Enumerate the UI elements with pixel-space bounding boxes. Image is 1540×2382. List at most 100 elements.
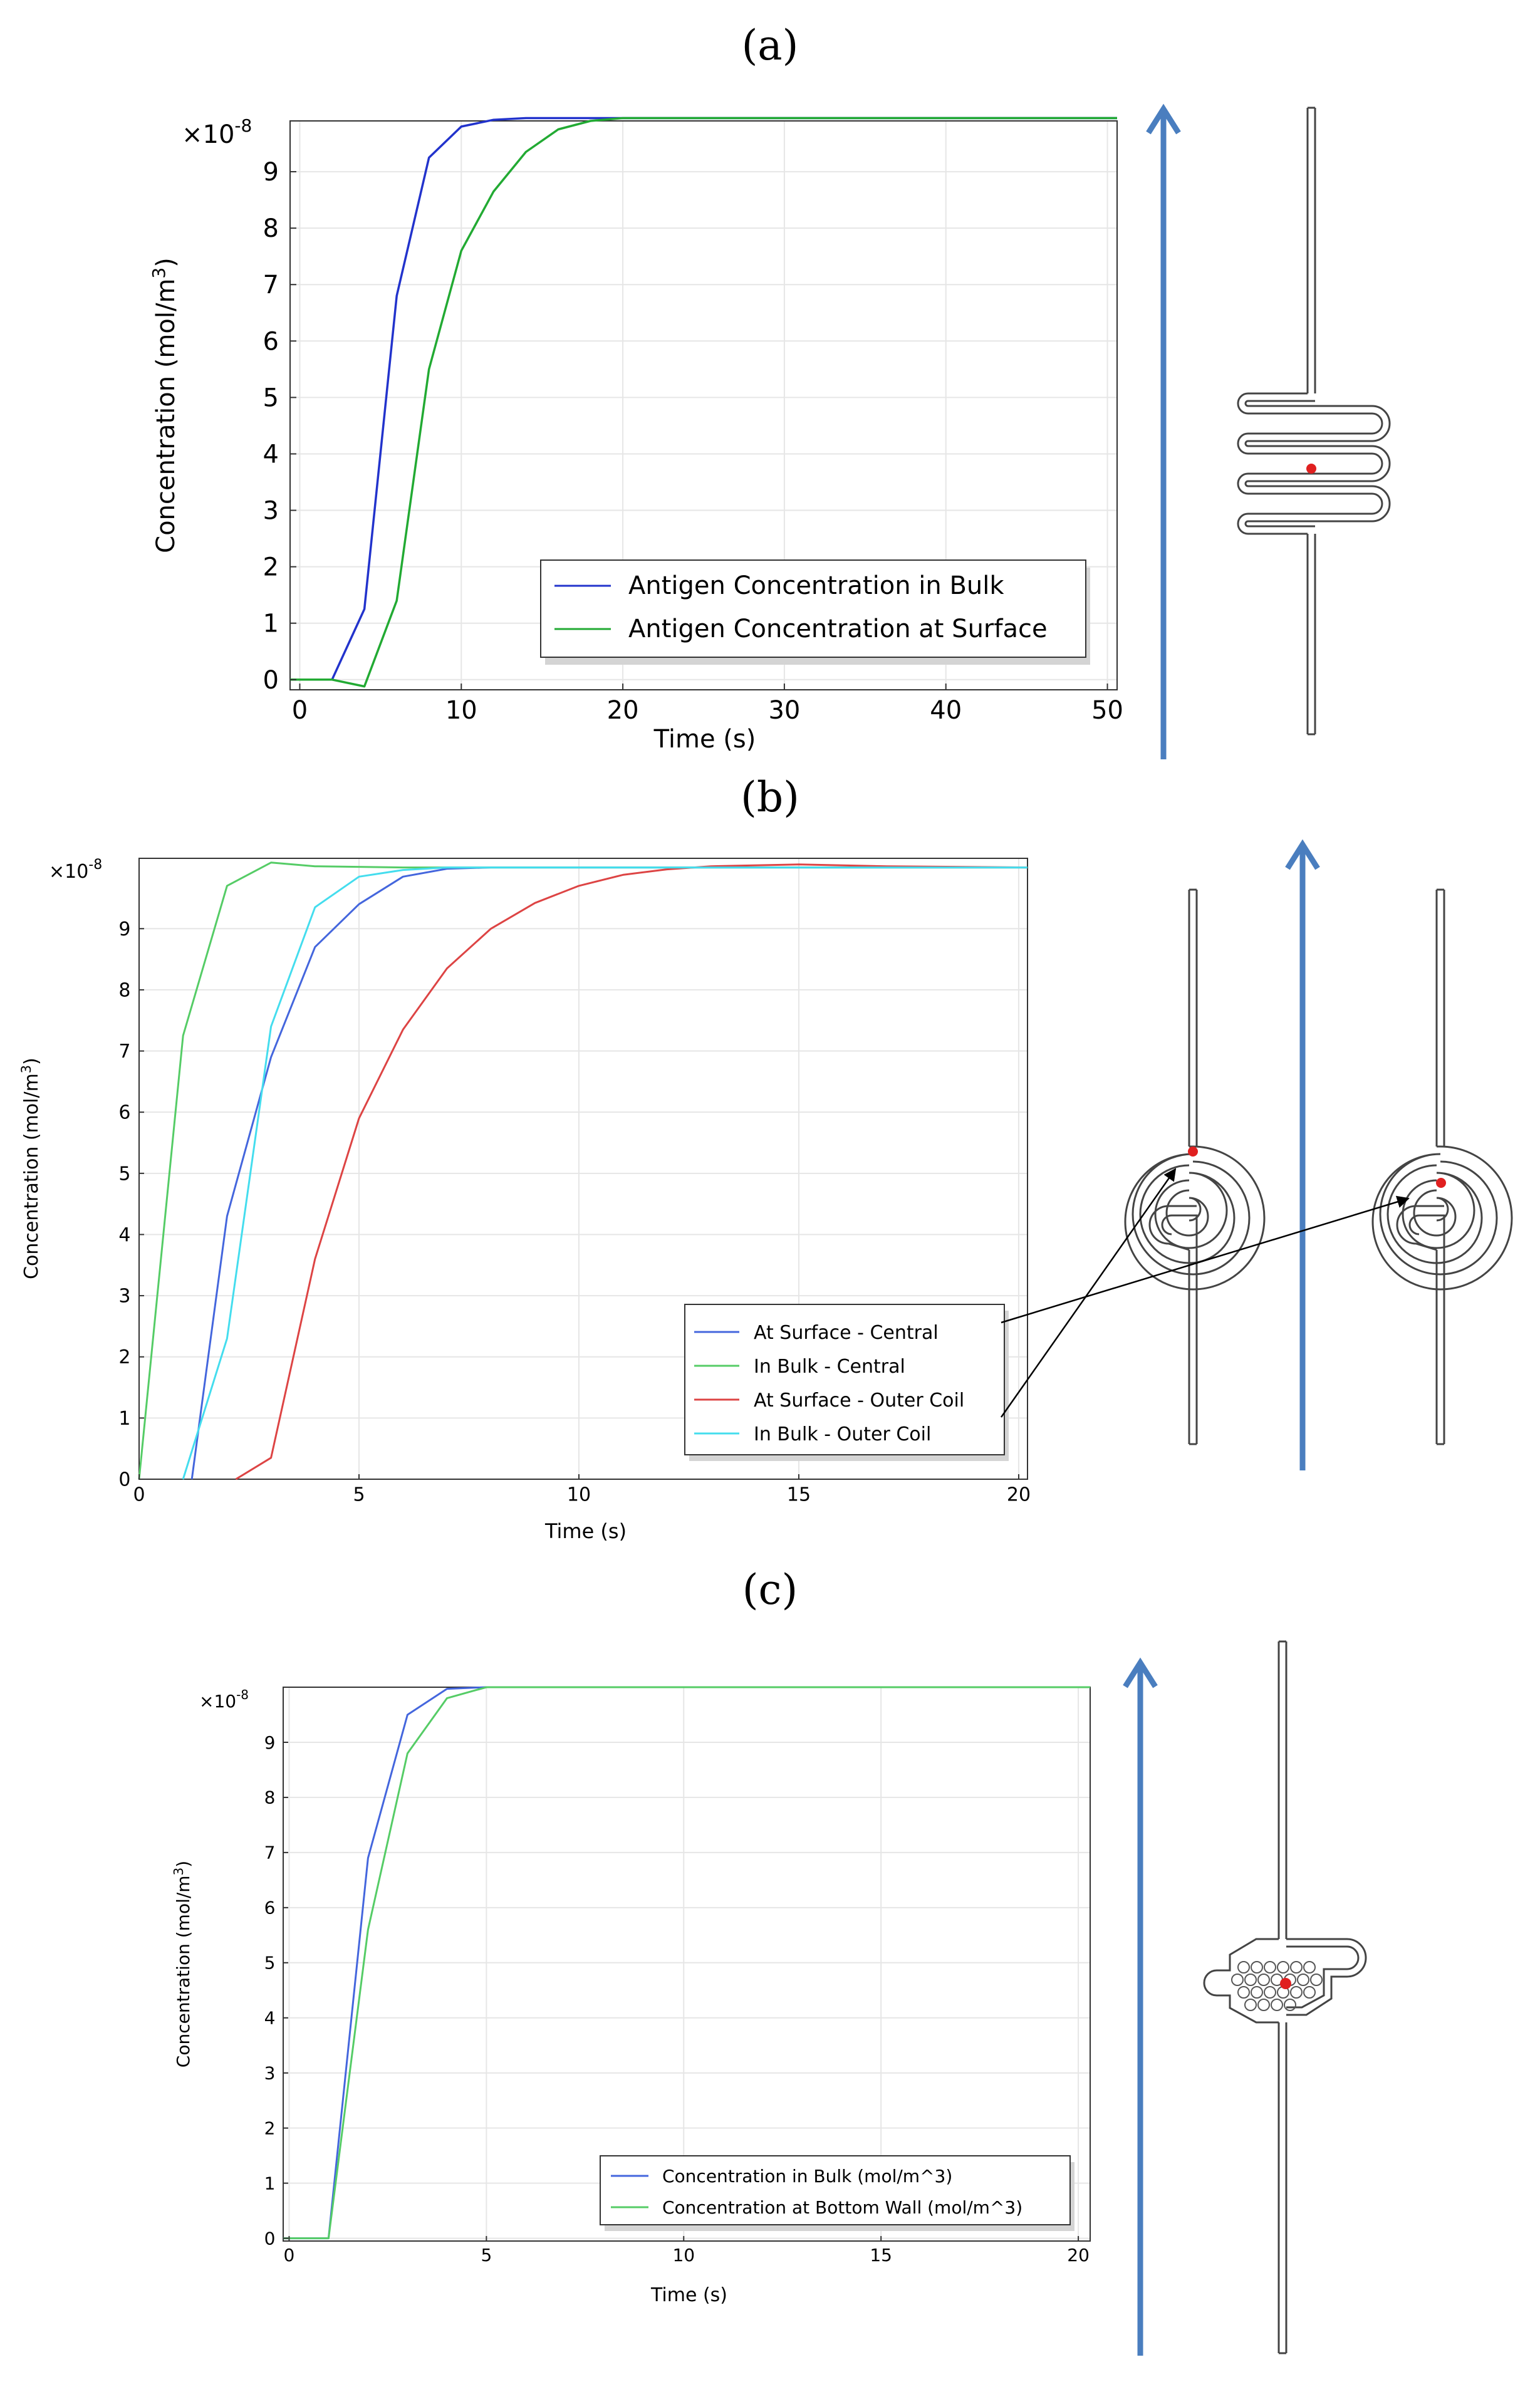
chart-c-x-tick-label-4: 20 [1067,2245,1090,2265]
chart-c-y-tick-label-7: 7 [264,1843,276,1863]
chart-b-legend: At Surface - Central In Bulk - Central A… [684,1304,1009,1461]
chart-b-series-layer [138,861,1028,1480]
chart-a-y-tick-label-7: 7 [263,271,279,299]
chart-a-y-tick-label-8: 8 [263,214,279,243]
chart-c-y-tick-label-6: 6 [264,1898,276,1918]
chart-a-legend-label-1: Antigen Concentration at Surface [628,615,1048,643]
chart-a-y-tick-label-2: 2 [263,553,279,582]
spiral-channel-left [1124,888,1266,1445]
chart-b-y-tick-label-7: 7 [118,1041,130,1063]
chart-a-y-tick-label-0: 0 [263,666,279,695]
chart-c-x-tick-label-1: 5 [481,2245,492,2265]
panel-b-label: (b) [741,773,799,821]
chart-b-x-tick-label-3: 15 [787,1484,811,1506]
chart-b-x-tick-label-2: 10 [567,1484,591,1506]
chart-b-y-tick-label-6: 6 [118,1102,130,1124]
chart-c-y-tick-label-8: 8 [264,1787,276,1808]
chart-a-series-line-1 [290,117,1117,688]
chart-c-legend-label-1: Concentration at Bottom Wall (mol/m^3) [662,2197,1022,2218]
chart-c-x-tick-label-2: 10 [672,2245,695,2265]
chart-b-plot-frame [138,858,1028,1480]
chart-b-y-tick-label-1: 1 [118,1408,130,1430]
chart-b-series-line-3 [182,866,1028,1480]
chart-a-y-tick-label-1: 1 [263,610,279,638]
callout-arrow-outer-coil [1000,1168,1177,1418]
chart-a-x-ticks: 0 10 20 30 40 50 [292,684,1123,725]
chart-b-y-tick-label-9: 9 [118,918,130,940]
chart-c-legend-box [600,2155,1071,2225]
chart-b-legend-box [684,1304,1005,1455]
chart-a-y-tick-label-4: 4 [263,440,279,469]
chart-a-x-tick-label-5: 50 [1091,696,1123,725]
flow-arrow-b-head [1285,839,1320,870]
sensor-point-a [1306,464,1316,474]
chart-b-x-tick-label-0: 0 [133,1484,145,1506]
chart-c-legend: Concentration in Bulk (mol/m^3) Concentr… [600,2155,1074,2231]
flow-arrow-c-head [1123,1657,1158,1688]
chart-a-y-tick-label-3: 3 [263,497,279,526]
chart-a-plot-frame [289,120,1118,690]
chart-c-x-axis-label: Time (s) [650,2284,727,2306]
chart-b-x-axis-label: Time (s) [544,1519,627,1543]
chart-c-x-ticks: 0 5 10 15 20 [284,2236,1090,2265]
pillar-chamber-channel-diagram [1203,1640,1367,2354]
sensor-point-c [1280,1978,1291,1989]
chart-a-x-tick-label-3: 30 [768,696,800,725]
chart-c-x-tick-label-3: 15 [870,2245,892,2265]
chart-c-y-axis-label: Concentration (mol/m3) [171,1861,194,2067]
chart-a-series-layer [290,117,1117,688]
chart-c-y-ticks: 0 1 2 3 4 5 6 7 8 9 [264,1732,288,2249]
chart-a-y-tick-label-6: 6 [263,327,279,356]
panel-c: (c) 0 5 10 15 20 0 1 2 3 4 5 6 7 8 9 ×10-8 Concentrat… [171,1566,1367,2356]
chart-b-legend-label-1: In Bulk - Central [754,1356,905,1378]
chart-a-x-tick-label-1: 10 [445,696,477,725]
chart-b-x-tick-label-4: 20 [1007,1484,1031,1506]
chart-a-legend: Antigen Concentration in Bulk Antigen Co… [540,559,1090,665]
sensor-point-b-right [1436,1178,1446,1188]
chart-a-x-axis-label: Time (s) [653,725,756,754]
chart-a-x-tick-label-4: 40 [930,696,962,725]
chart-c-y-tick-label-2: 2 [264,2118,276,2138]
chart-c-series-line-1 [283,1686,1090,2240]
flow-arrow-a-head [1146,103,1181,135]
panel-a: (a) 0 10 20 30 40 50 0 1 2 3 4 5 6 7 8 9 ×10-8 Concent… [148,21,1391,759]
chart-b: 0 5 10 15 20 0 1 2 3 4 5 6 7 8 9 ×10-8 Concentration … [19,857,1031,1543]
panel-c-label: (c) [742,1566,798,1614]
panel-a-label: (a) [742,21,799,70]
chart-a-y-ticks: 0 1 2 3 4 5 6 7 8 9 [263,158,296,695]
chart-b-multiplier: ×10-8 [49,857,102,883]
chart-b-y-tick-label-0: 0 [118,1469,130,1491]
chart-c: 0 5 10 15 20 0 1 2 3 4 5 6 7 8 9 ×10-8 Concentration … [171,1686,1091,2306]
panel-b: (b) 0 5 10 15 20 0 1 2 3 4 5 6 7 8 9 ×10-8 Concentrat… [19,773,1513,1543]
chart-a-y-tick-label-9: 9 [263,158,279,187]
chart-b-y-tick-label-5: 5 [118,1163,130,1185]
chart-b-y-ticks: 0 1 2 3 4 5 6 7 8 9 [118,918,144,1491]
chart-a-series-line-0 [290,117,1117,681]
chart-a: 0 10 20 30 40 50 0 1 2 3 4 5 6 7 8 9 ×10-8 Concentrati… [148,115,1123,754]
chart-c-y-tick-label-0: 0 [264,2228,276,2249]
chart-c-series-layer [283,1686,1090,2240]
chart-c-x-tick-label-0: 0 [284,2245,295,2265]
chart-b-y-tick-label-4: 4 [118,1224,130,1246]
chart-a-y-axis-label: Concentration (mol/m3) [148,257,180,553]
chart-c-legend-label-0: Concentration in Bulk (mol/m^3) [662,2166,952,2187]
chart-a-legend-box [540,559,1086,658]
serpentine-channel-diagram [1237,107,1391,736]
chart-a-legend-label-0: Antigen Concentration in Bulk [628,571,1004,600]
chart-a-x-tick-label-0: 0 [292,696,308,725]
chart-a-multiplier: ×10-8 [182,115,252,149]
chart-b-y-axis-label: Concentration (mol/m3) [19,1058,43,1279]
chart-c-y-tick-label-3: 3 [264,2063,276,2084]
chart-b-legend-label-2: At Surface - Outer Coil [754,1390,964,1412]
chart-a-grid [290,121,1117,690]
chart-b-y-tick-label-3: 3 [118,1286,130,1308]
chart-b-y-tick-label-2: 2 [118,1346,130,1368]
chart-c-multiplier: ×10-8 [199,1687,249,1712]
spiral-channel-right [1371,888,1513,1445]
pillar-array [1231,1961,1323,2011]
chart-c-y-tick-label-4: 4 [264,2008,276,2029]
chart-b-y-tick-label-8: 8 [118,979,130,1001]
chart-c-y-tick-label-1: 1 [264,2173,276,2193]
chart-a-y-tick-label-5: 5 [263,383,279,412]
chart-c-y-tick-label-5: 5 [264,1953,276,1974]
